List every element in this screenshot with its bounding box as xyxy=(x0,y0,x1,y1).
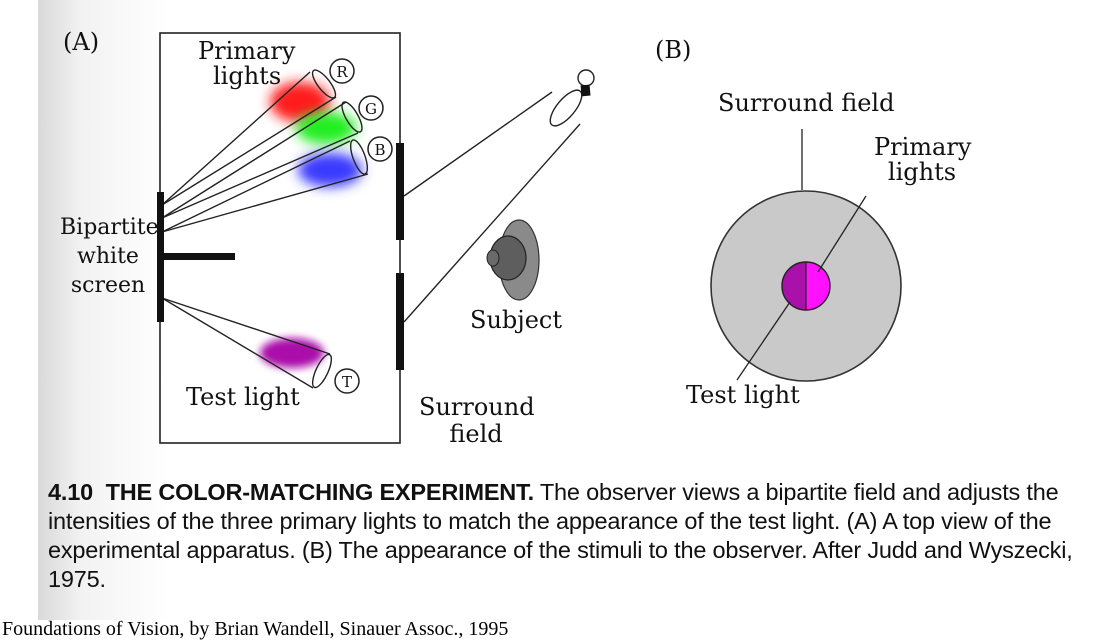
page-background xyxy=(38,0,1115,620)
light-r-label: R xyxy=(336,63,348,81)
surround-line-2: field xyxy=(449,420,503,449)
light-r-marker xyxy=(329,58,355,84)
primary-half xyxy=(806,262,830,310)
surround-field-label-b: Surround field xyxy=(718,89,895,117)
light-g-marker xyxy=(358,95,384,121)
primary-leader xyxy=(817,195,867,273)
screen-divider xyxy=(162,253,235,260)
test-light-label-b: Test light xyxy=(686,381,800,409)
light-t-marker xyxy=(334,368,360,394)
test-half xyxy=(782,262,806,310)
primary-lights-label-a: Primary lights xyxy=(198,37,296,91)
caption-title: THE COLOR-MATCHING EXPERIMENT. xyxy=(105,479,535,505)
test-beam xyxy=(260,338,324,368)
blue-beam xyxy=(298,153,362,187)
bipartite-screen-label: Bipartite white screen xyxy=(60,213,159,300)
surround-line-1: Surround xyxy=(419,393,535,421)
light-g-label: G xyxy=(365,100,377,118)
test-light-label-a: Test light xyxy=(186,383,300,411)
subject-label: Subject xyxy=(470,306,562,334)
subject-head-icon xyxy=(486,219,540,301)
caption-number: 4.10 xyxy=(48,479,93,505)
aperture-wall-bottom xyxy=(396,273,404,370)
primary-lights-label-b: Primary lights xyxy=(874,133,972,187)
surround-projector xyxy=(403,89,583,323)
light-b-marker xyxy=(367,136,393,162)
figure-diagram: R G B T xyxy=(38,0,1115,620)
red-beam xyxy=(270,82,330,122)
surround-field-label-a: Surround field xyxy=(419,393,535,449)
light-t-label: T xyxy=(342,373,352,391)
source-credit: Foundations of Vision, by Brian Wandell,… xyxy=(2,618,509,640)
figure-caption: 4.10 THE COLOR-MATCHING EXPERIMENT. The … xyxy=(48,478,1108,594)
bipartite-screen-bar xyxy=(157,192,164,322)
screen-line-2: white xyxy=(77,244,139,269)
panel-a: R G B T xyxy=(157,32,595,444)
panel-a-tag: (A) xyxy=(63,28,100,56)
primary-lights-line-2: lights xyxy=(213,62,282,91)
panel-b-tag: (B) xyxy=(655,36,692,64)
caption-text: The observer views a bipartite field and… xyxy=(48,479,1073,592)
aperture-wall-top xyxy=(396,143,404,240)
primary-b-line-1: Primary xyxy=(874,133,972,161)
primary-lights-line-1: Primary xyxy=(198,37,296,65)
panel-b xyxy=(710,129,902,382)
screen-line-1: Bipartite xyxy=(60,215,159,240)
bulb-icon xyxy=(577,69,595,97)
test-leader xyxy=(736,301,791,381)
screen-line-3: screen xyxy=(70,273,146,298)
green-beam xyxy=(296,112,356,144)
light-b-label: B xyxy=(374,141,385,159)
primary-b-line-2: lights xyxy=(887,158,957,187)
